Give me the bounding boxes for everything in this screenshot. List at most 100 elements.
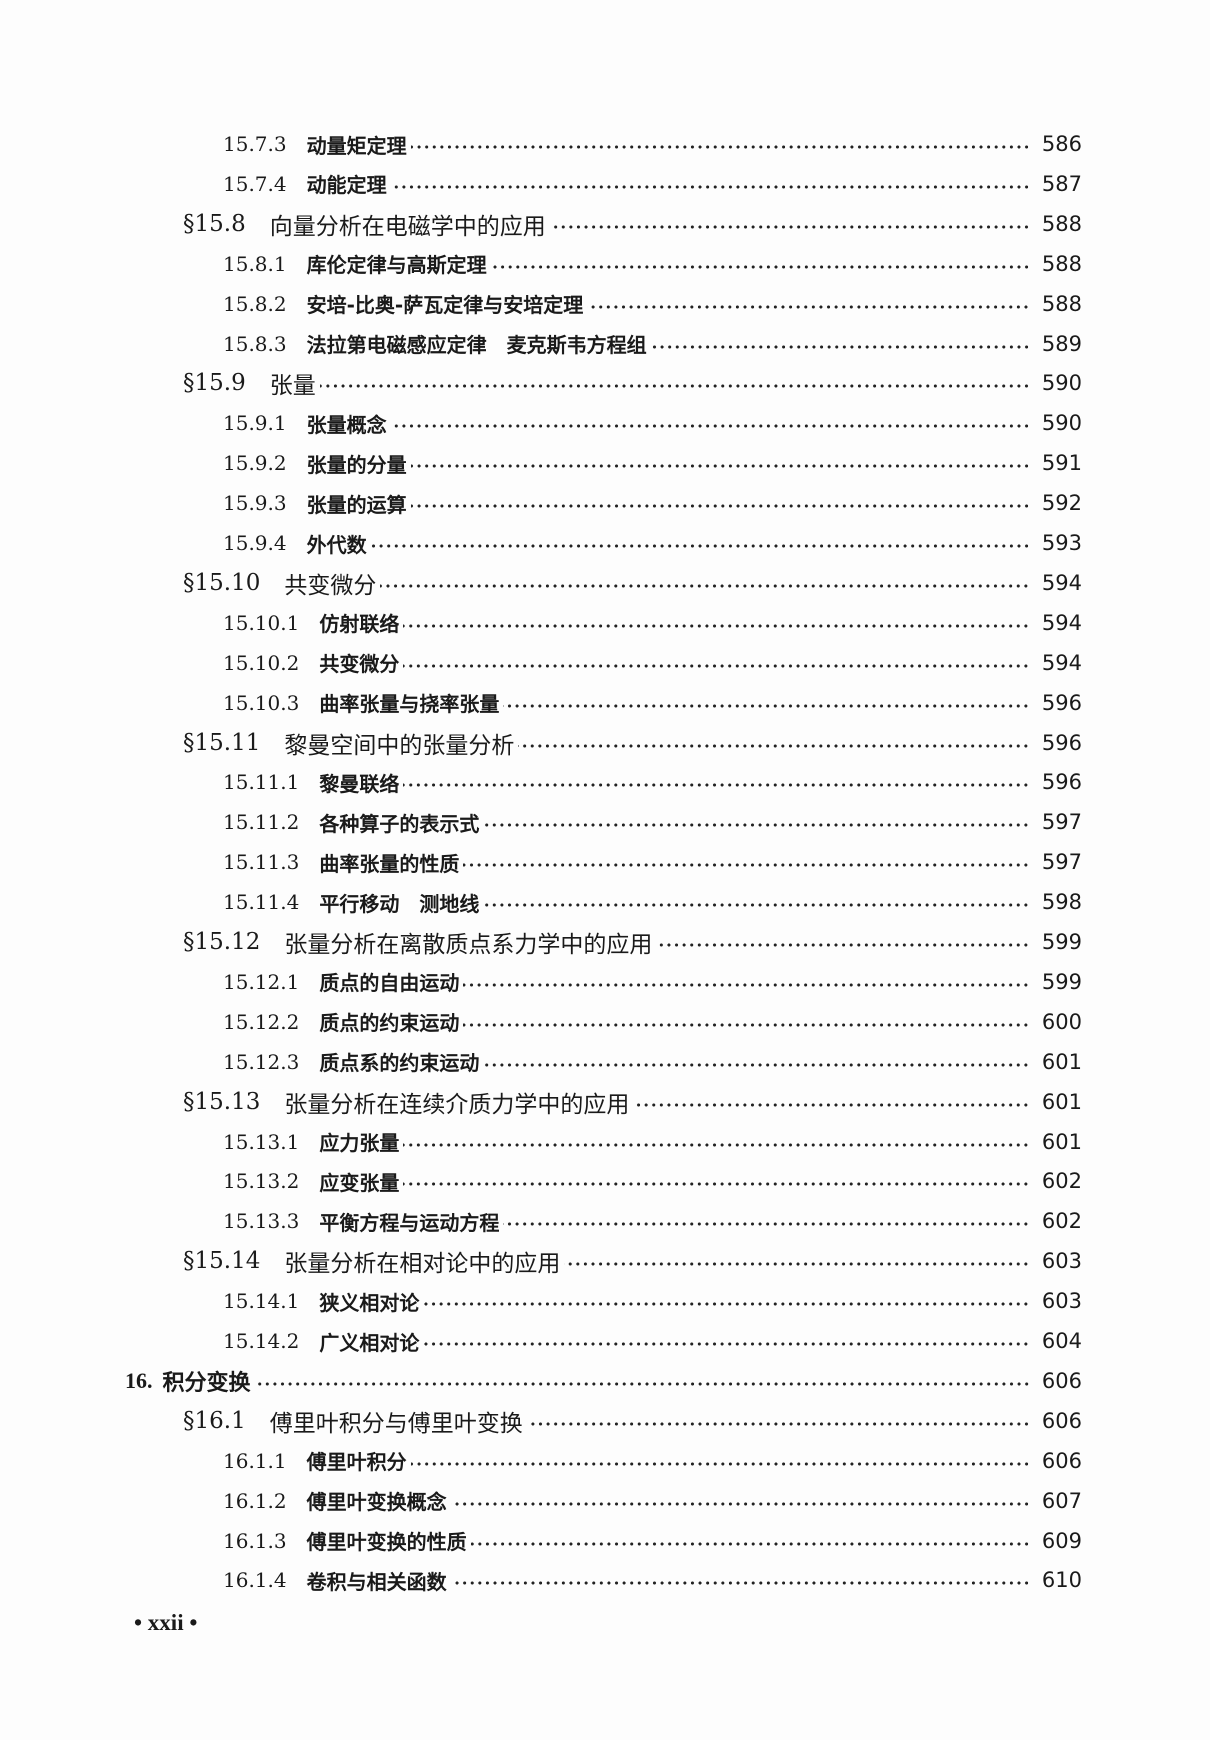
dot-leader — [463, 981, 1030, 988]
dot-leader — [423, 1301, 1030, 1308]
dot-leader — [518, 742, 1030, 749]
entry-number: §15.13 — [183, 1088, 261, 1115]
entry-title: 黎曼联络 — [319, 771, 400, 796]
entry-title: 动能定理 — [306, 173, 387, 198]
toc-subsection-entry: 15.8.1 库伦定律与高斯定理 588 — [223, 244, 1082, 284]
page-number-footer: • xxii • — [134, 1610, 198, 1635]
toc-subsection-entry: 16.1.4 卷积与相关函数 610 — [223, 1560, 1082, 1600]
toc-subsection-entry: 15.8.2 安培-比奥-萨瓦定律与安培定理 588 — [223, 284, 1082, 324]
toc-section-entry: §15.12 张量分析在离散质点系力学中的应用 599 — [183, 922, 1082, 962]
entry-page-number: 599 — [1041, 930, 1082, 954]
entry-page-number: 590 — [1041, 371, 1082, 396]
entry-title: 张量分析在连续介质力学中的应用 — [284, 1091, 630, 1118]
entry-page-number: 587 — [1041, 171, 1082, 196]
entry-page-number: 588 — [1041, 211, 1082, 236]
dot-leader — [633, 1101, 1030, 1108]
entry-title: 共变微分 — [284, 572, 377, 599]
toc-subsection-entry: 15.11.3 曲率张量的性质 597 — [223, 842, 1082, 882]
entry-page-number: 606 — [1041, 1368, 1082, 1393]
entry-title: 各种算子的表示式 — [319, 811, 480, 836]
toc-subsection-entry: 15.10.2 共变微分 594 — [223, 643, 1082, 683]
toc-chapter-entry: 16. 积分变换 606 — [125, 1361, 1082, 1401]
entry-page-number: 592 — [1041, 491, 1082, 516]
entry-page-number: 603 — [1041, 1249, 1082, 1274]
entry-page-number: 597 — [1041, 810, 1082, 835]
entry-number: 15.12.1 — [223, 969, 300, 994]
entry-number: 15.11.3 — [223, 850, 300, 875]
entry-number: 15.8.2 — [223, 291, 287, 316]
entry-number: 15.14.2 — [223, 1329, 300, 1353]
entry-title: 张量的分量 — [306, 452, 407, 477]
dot-leader — [526, 1420, 1030, 1427]
entry-number: §15.11 — [183, 729, 261, 756]
toc-subsection-entry: 15.8.3 法拉第电磁感应定律 麦克斯韦方程组 589 — [223, 324, 1082, 364]
dot-leader — [656, 942, 1030, 948]
toc-subsection-entry: 16.1.3 傅里叶变换的性质 609 — [223, 1521, 1082, 1561]
toc-section-entry: §15.11 黎曼空间中的张量分析 596 — [183, 723, 1082, 763]
dot-leader — [410, 463, 1030, 470]
entry-page-number: 588 — [1041, 251, 1082, 276]
entry-title: 张量分析在离散质点系力学中的应用 — [284, 932, 653, 958]
entry-title: 张量的运算 — [306, 492, 407, 517]
dot-leader — [463, 862, 1030, 869]
entry-page-number: 589 — [1041, 331, 1082, 356]
entry-title: 傅里叶积分与傅里叶变换 — [269, 1410, 523, 1437]
entry-title: 平衡方程与运动方程 — [319, 1210, 500, 1235]
dot-leader — [463, 1021, 1030, 1028]
entry-title: 质点的自由运动 — [319, 971, 460, 996]
entry-title: 质点的约束运动 — [319, 1011, 460, 1036]
dot-leader — [483, 1061, 1030, 1068]
entry-number: 16.1.4 — [223, 1568, 287, 1593]
entry-page-number: 602 — [1041, 1209, 1082, 1234]
entry-title: 张量 — [269, 373, 316, 400]
entry-page-number: 606 — [1041, 1408, 1082, 1433]
toc-section-entry: §15.13 张量分析在连续介质力学中的应用 601 — [183, 1082, 1082, 1122]
toc-section-entry: §16.1 傅里叶积分与傅里叶变换 606 — [183, 1401, 1082, 1441]
dot-leader — [380, 582, 1030, 589]
entry-number: 15.14.1 — [223, 1289, 300, 1314]
entry-number: 15.9.1 — [223, 411, 287, 436]
entry-page-number: 598 — [1041, 890, 1082, 915]
entry-page-number: 594 — [1041, 610, 1082, 635]
toc-subsection-entry: 15.11.4 平行移动 测地线 598 — [223, 882, 1082, 922]
entry-title: 安培-比奥-萨瓦定律与安培定理 — [306, 293, 584, 318]
entry-title: 法拉第电磁感应定律 麦克斯韦方程组 — [306, 333, 647, 357]
entry-page-number: 601 — [1041, 1089, 1082, 1114]
entry-number: 16.1.1 — [223, 1448, 287, 1473]
entry-number: 15.11.1 — [223, 770, 300, 795]
dot-leader — [450, 1580, 1030, 1587]
entry-page-number: 610 — [1041, 1568, 1082, 1593]
entry-page-number: 604 — [1041, 1329, 1082, 1353]
entry-number: 15.10.3 — [223, 690, 300, 715]
entry-number: 15.9.3 — [223, 491, 287, 516]
entry-number: 16. — [125, 1367, 153, 1393]
toc-section-entry: §15.14 张量分析在相对论中的应用 603 — [183, 1241, 1082, 1281]
entry-page-number: 600 — [1041, 1009, 1082, 1034]
entry-page-number: 607 — [1041, 1488, 1082, 1513]
entry-number: 15.9.4 — [223, 531, 287, 555]
entry-title: 向量分析在电磁学中的应用 — [269, 213, 546, 240]
entry-title: 张量概念 — [306, 412, 387, 437]
entry-title: 狭义相对论 — [319, 1290, 420, 1315]
entry-page-number: 606 — [1041, 1448, 1082, 1473]
entry-title: 傅里叶变换的性质 — [306, 1530, 467, 1554]
dot-leader — [403, 1141, 1030, 1148]
entry-number: 15.13.1 — [223, 1129, 300, 1154]
entry-title: 曲率张量与挠率张量 — [319, 692, 500, 717]
toc-subsection-entry: 16.1.1 傅里叶积分 606 — [223, 1441, 1082, 1481]
entry-number: 15.7.4 — [223, 171, 287, 196]
entry-number: 15.11.4 — [223, 890, 300, 915]
dot-leader — [410, 503, 1030, 510]
entry-number: 15.9.2 — [223, 451, 287, 476]
toc-subsection-entry: 15.9.1 张量概念 590 — [223, 403, 1082, 443]
dot-leader — [370, 543, 1030, 549]
entry-number: §15.12 — [183, 929, 261, 955]
entry-page-number: 593 — [1041, 531, 1082, 555]
entry-number: 15.12.2 — [223, 1009, 300, 1034]
toc-subsection-entry: 15.14.2 广义相对论 604 — [223, 1321, 1082, 1361]
dot-leader — [503, 1221, 1030, 1228]
entry-page-number: 590 — [1041, 411, 1082, 436]
toc-subsection-entry: 15.13.1 应力张量 601 — [223, 1122, 1082, 1162]
entry-title: 外代数 — [306, 532, 367, 557]
toc-section-entry: §15.10 共变微分 594 — [183, 563, 1082, 603]
